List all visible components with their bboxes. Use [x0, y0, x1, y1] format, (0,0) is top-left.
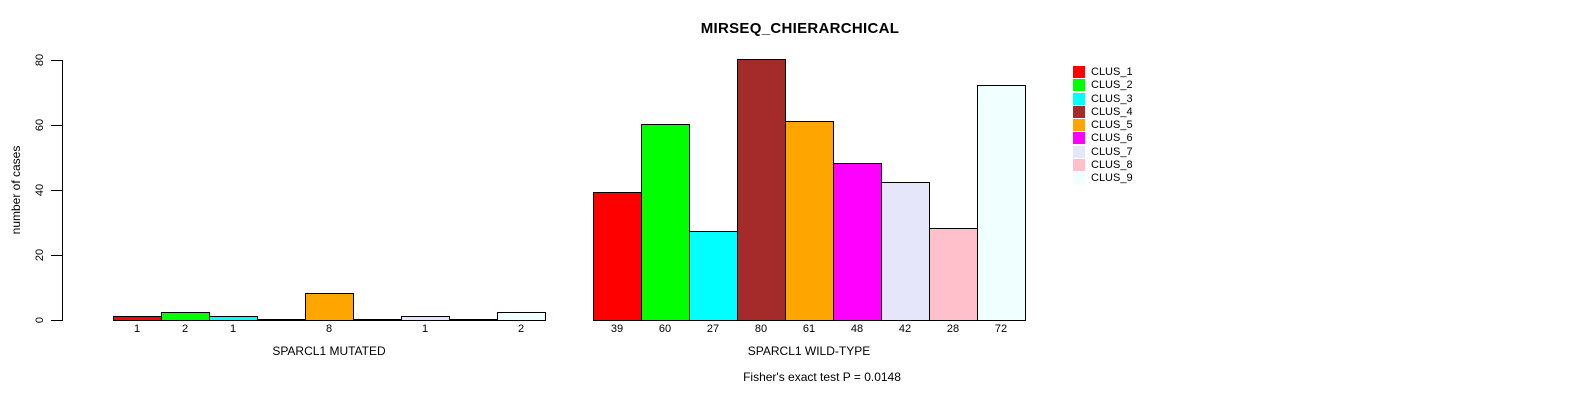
bar-clus_9 [977, 85, 1026, 321]
legend-swatch-icon [1073, 106, 1085, 118]
bar-clus_3 [209, 316, 258, 321]
chart-title: MIRSEQ_CHIERARCHICAL [700, 20, 900, 37]
legend-item-label: CLUS_2 [1091, 79, 1133, 91]
legend-item-label: CLUS_8 [1091, 159, 1133, 171]
bar-clus_1 [593, 192, 642, 321]
legend-swatch-icon [1073, 93, 1085, 105]
bar-value-label: 1 [133, 323, 141, 335]
bar-value-label: 61 [802, 323, 816, 335]
bar-clus_4 [257, 319, 306, 321]
x-group-label-mutated: SPARCL1 MUTATED [272, 344, 386, 358]
x-group-label-wild-type: SPARCL1 WILD-TYPE [747, 344, 871, 358]
bar-value-label: 8 [325, 323, 333, 335]
bar-value-label: 2 [181, 323, 189, 335]
bar-value-label: 42 [898, 323, 912, 335]
bar-clus_5 [785, 121, 834, 321]
bar-clus_8 [929, 228, 978, 321]
bar-clus_1 [113, 316, 162, 321]
bar-value-label: 48 [850, 323, 864, 335]
y-axis-line [62, 60, 63, 321]
bar-value-label: 1 [421, 323, 429, 335]
legend-swatch-icon [1073, 146, 1085, 158]
bar-clus_9 [497, 312, 546, 321]
y-axis-tick [51, 190, 62, 191]
legend-swatch-icon [1073, 132, 1085, 144]
legend-item-label: CLUS_5 [1091, 119, 1133, 131]
bar-value-label: 60 [658, 323, 672, 335]
bar-clus_3 [689, 231, 738, 321]
bar-value-label: 72 [994, 323, 1008, 335]
bar-value-label: 28 [946, 323, 960, 335]
legend-item-label: CLUS_3 [1091, 93, 1133, 105]
y-axis-tick [51, 320, 62, 321]
bar-value-label: 39 [610, 323, 624, 335]
bar-clus_6 [353, 319, 402, 321]
bar-clus_8 [449, 319, 498, 321]
legend-item-label: CLUS_1 [1091, 66, 1133, 78]
y-axis-tick-label: 20 [34, 248, 46, 262]
bar-clus_5 [305, 293, 354, 321]
bar-clus_7 [881, 182, 930, 321]
bar-clus_6 [833, 163, 882, 321]
y-axis-tick [51, 255, 62, 256]
legend-swatch-icon [1073, 66, 1085, 78]
y-axis-tick-label: 0 [34, 316, 46, 324]
fisher-test-annotation: Fisher's exact test P = 0.0148 [743, 370, 901, 384]
legend-item-label: CLUS_9 [1091, 172, 1133, 184]
bar-value-label: 27 [706, 323, 720, 335]
y-axis-tick [51, 125, 62, 126]
legend-swatch-icon [1073, 119, 1085, 131]
bar-value-label: 1 [229, 323, 237, 335]
y-axis-tick-label: 60 [34, 118, 46, 132]
legend-swatch-icon [1073, 172, 1085, 184]
y-axis-tick-label: 80 [34, 53, 46, 67]
y-axis-tick [51, 60, 62, 61]
bar-clus_4 [737, 59, 786, 321]
legend-swatch-icon [1073, 79, 1085, 91]
bar-clus_2 [641, 124, 690, 321]
legend-item-label: CLUS_4 [1091, 106, 1133, 118]
bar-value-label: 80 [754, 323, 768, 335]
legend-item-label: CLUS_6 [1091, 132, 1133, 144]
bar-clus_2 [161, 312, 210, 321]
y-axis-tick-label: 40 [34, 183, 46, 197]
legend-item-label: CLUS_7 [1091, 146, 1133, 158]
y-axis-label: number of cases [9, 145, 23, 235]
bar-value-label: 2 [517, 323, 525, 335]
legend-swatch-icon [1073, 159, 1085, 171]
bar-clus_7 [401, 316, 450, 321]
